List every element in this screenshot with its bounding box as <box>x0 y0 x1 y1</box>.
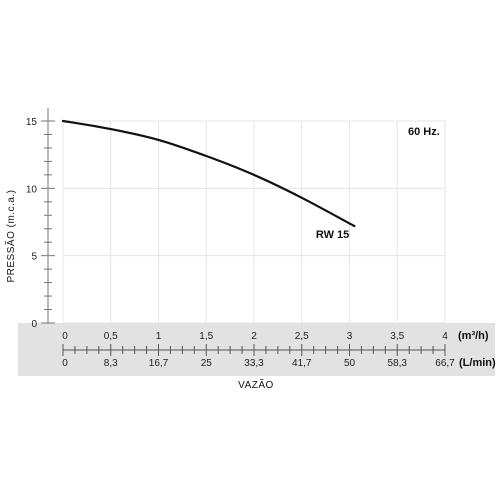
x-secondary-tick-label: 0 <box>62 358 68 369</box>
x-primary-tick-label: 1 <box>156 331 162 342</box>
x-primary-tick-label: 1,5 <box>199 331 213 342</box>
y-tick-label: 0 <box>31 319 37 330</box>
x-secondary-tick-label: 25 <box>201 358 213 369</box>
x-primary-tick-label: 2 <box>251 331 257 342</box>
x-secondary-tick-label: 58,3 <box>388 358 408 369</box>
x-secondary-tick-label: 16,7 <box>149 358 169 369</box>
x-secondary-tick-label: 41,7 <box>292 358 312 369</box>
x-axis-title: VAZÃO <box>238 378 274 391</box>
y-tick-label: 5 <box>31 252 37 263</box>
y-axis-ticks: 0 5 10 15 <box>26 117 55 330</box>
x-secondary-tick-label: 8,3 <box>104 358 118 369</box>
x-unit-secondary: (L/min) <box>459 357 496 369</box>
x-axis-secondary-ticks: 0 8,3 16,7 25 33,3 41,7 50 58,3 66,7 <box>62 358 455 369</box>
x-secondary-tick-label: 33,3 <box>244 358 264 369</box>
frequency-label: 60 Hz. <box>408 126 440 138</box>
x-primary-tick-label: 0,5 <box>104 331 118 342</box>
y-tick-label: 15 <box>26 117 38 128</box>
y-tick-label: 10 <box>26 184 38 195</box>
x-unit-primary: (m³/h) <box>458 330 489 342</box>
series-group: RW 15 <box>61 119 356 241</box>
y-axis-title: PRESSÃO (m.c.a.) <box>4 189 17 282</box>
x-primary-tick-label: 2,5 <box>295 331 309 342</box>
x-primary-tick-label: 0 <box>62 331 68 342</box>
x-secondary-tick-label: 50 <box>344 358 356 369</box>
x-secondary-tick-label: 66,7 <box>435 358 455 369</box>
series-label: RW 15 <box>316 229 349 241</box>
x-primary-tick-label: 4 <box>442 331 448 342</box>
x-axis-primary-ticks: 0 0,5 1 1,5 2 2,5 3 3,5 4 <box>62 331 448 342</box>
x-primary-tick-label: 3 <box>347 331 353 342</box>
x-primary-tick-label: 3,5 <box>390 331 404 342</box>
x-axis-ruler <box>62 344 446 356</box>
series-line <box>61 119 356 228</box>
